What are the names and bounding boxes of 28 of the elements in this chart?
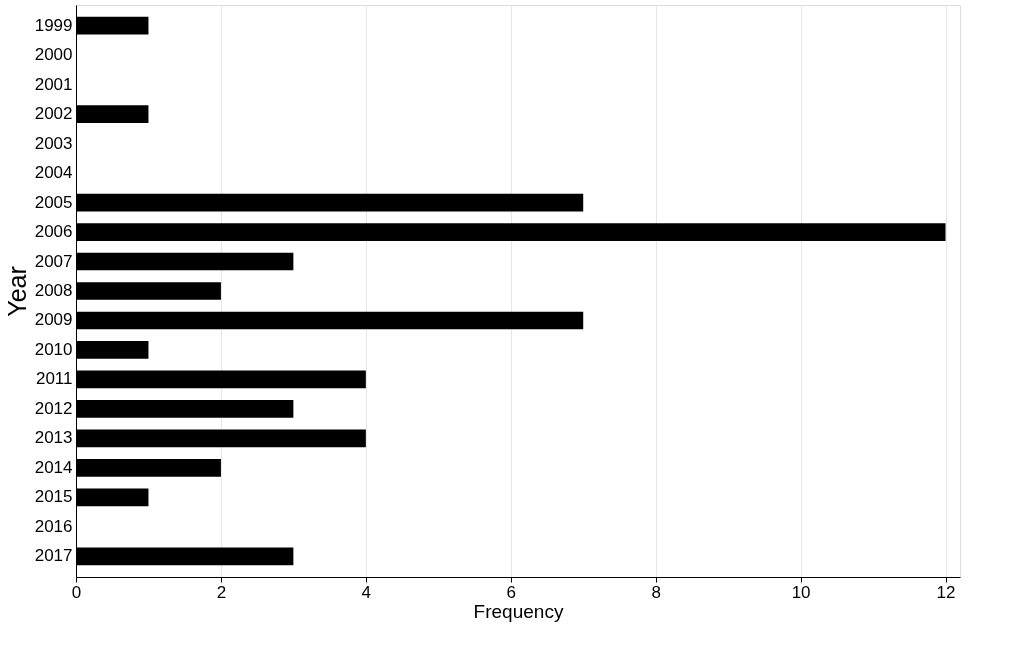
y-tick-label: 2005 [34,192,73,212]
y-tick-label: 2006 [34,222,73,242]
x-tick-label: 0 [71,582,82,602]
x-tick-label: 4 [361,582,372,602]
y-tick-label: 2011 [35,369,73,389]
x-tick-label: 10 [791,582,811,602]
y-tick-label: 2010 [34,339,73,359]
x-axis-title: Frequency [473,600,564,622]
y-tick-label: 2004 [34,163,73,183]
y-tick-label: 2007 [34,251,73,271]
y-tick-label: 2017 [34,546,73,566]
x-tick-label: 2 [216,582,227,602]
y-axis-title: Year [2,266,31,317]
y-tick-label: 2008 [34,281,73,300]
y-tick-label: 2002 [34,104,73,124]
y-tick-label: 2012 [34,398,73,418]
y-tick-label: 2000 [34,45,73,65]
y-tick-label: 2013 [34,428,73,448]
y-tick-label: 2016 [34,516,73,536]
y-tick-label: 2015 [34,487,73,507]
y-tick-label: 2009 [34,310,73,330]
y-tick-label: 2001 [34,74,73,94]
x-tick-label: 8 [651,582,661,602]
y-tick-label: 2014 [34,457,73,477]
x-tick-label: 12 [936,582,956,602]
y-tick-label: 1999 [34,15,73,35]
y-tick-label: 2003 [34,133,73,153]
x-tick-label: 6 [506,582,516,602]
